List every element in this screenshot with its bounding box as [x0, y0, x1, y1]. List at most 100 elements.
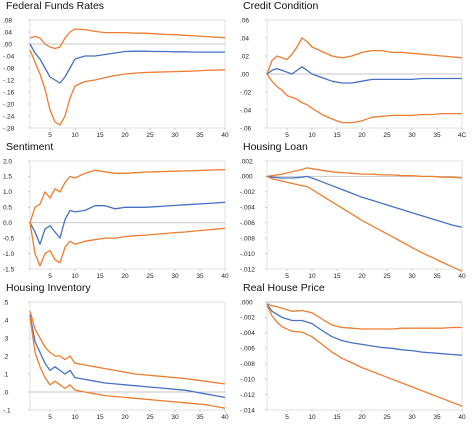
series-line-estimate — [29, 314, 226, 399]
chart-title: Housing Inventory — [6, 282, 91, 294]
chart-credit-condition: Credit Condition .06 .04 .02 .00 -.02 -.04 -.06… — [240, 0, 467, 139]
series-line-estimate — [29, 43, 225, 84]
y-tick-label: -.08 — [3, 65, 15, 72]
x-tick-label: 15 — [333, 132, 341, 139]
y-tick-label: .5 — [3, 299, 9, 306]
x-tick-label: 25 — [146, 273, 154, 280]
series-line-lower — [29, 222, 226, 267]
x-tick-label: 40 — [221, 414, 229, 421]
y-tick-label: .002 — [240, 158, 253, 165]
x-tick-label: 40 — [221, 132, 229, 139]
x-tick-label: 5 — [48, 273, 52, 280]
x-tick-label: 30 — [408, 273, 416, 280]
y-tick-label: -.24 — [3, 113, 15, 120]
series-line-lower — [29, 49, 226, 126]
y-tick-label: -.12 — [3, 77, 15, 84]
x-tick-label: 20 — [358, 414, 366, 421]
chart-federal-funds-rates: Federal Funds Rates .08 .04 .00 -.04 -.08 -.12… — [3, 0, 229, 139]
plot-frame — [266, 160, 463, 270]
y-tick-label: .08 — [3, 17, 12, 24]
chart-title: Real House Price — [243, 282, 325, 294]
y-tick-label: .04 — [240, 35, 249, 42]
x-tick-label: 40 — [458, 414, 466, 421]
series-line-lower — [266, 175, 463, 272]
y-tick-label: .00 — [3, 41, 12, 48]
x-tick-label: 15 — [333, 414, 341, 421]
x-tick-label: 15 — [96, 273, 104, 280]
x-tick-label: 5 — [48, 132, 52, 139]
y-tick-label: -.02 — [240, 89, 252, 96]
x-tick-label: 5 — [48, 414, 52, 421]
x-tick-label: 10 — [308, 414, 316, 421]
y-tick-label: -.004 — [240, 205, 255, 212]
series-line-lower — [266, 73, 462, 124]
y-tick-label: -.04 — [3, 53, 15, 60]
y-tick-label: -.04 — [240, 107, 252, 114]
series-line-lower — [266, 304, 463, 407]
y-tick-label: -.002 — [240, 315, 255, 322]
x-tick-label: 35 — [196, 273, 204, 280]
y-tick-label: 1.0 — [3, 189, 12, 196]
y-tick-label: .000 — [240, 299, 253, 306]
chart-title: Housing Loan — [243, 141, 308, 153]
x-tick-label: 25 — [146, 414, 154, 421]
x-tick-label: 15 — [333, 273, 341, 280]
x-tick-label: 20 — [358, 273, 366, 280]
y-tick-label: -.014 — [240, 407, 255, 414]
y-tick-label: -.008 — [240, 235, 255, 242]
x-tick-label: 25 — [383, 273, 391, 280]
x-tick-label: 25 — [383, 132, 391, 139]
x-tick-label: 20 — [121, 273, 129, 280]
chart-housing-inventory: Housing Inventory .5 .4 .3 .2 .1 .0 -.1 5 10 15 20 2… — [3, 282, 229, 421]
y-tick-label: -.010 — [240, 251, 255, 258]
series-line-upper — [266, 167, 463, 179]
y-tick-label: -1.0 — [3, 251, 15, 258]
series-line-estimate — [266, 175, 463, 228]
series-line-upper — [266, 302, 462, 330]
y-tick-label: -.06 — [240, 125, 252, 132]
plot-frame — [29, 19, 226, 129]
x-tick-label: 20 — [121, 132, 129, 139]
series-line-upper — [29, 168, 226, 223]
x-tick-label: 35 — [433, 273, 441, 280]
plot-frame — [266, 301, 463, 411]
chart-title: Credit Condition — [243, 0, 318, 12]
x-tick-label: 30 — [408, 132, 416, 139]
y-tick-label: .04 — [3, 29, 12, 36]
x-tick-label: 25 — [383, 414, 391, 421]
x-tick-label: 35 — [196, 132, 204, 139]
y-tick-label: 0.5 — [3, 205, 12, 212]
chart-housing-loan: Housing Loan .002 .000 -.002 -.004 -.006 -.008… — [240, 141, 466, 280]
series-line-upper — [29, 310, 226, 385]
series-line-estimate — [29, 201, 226, 245]
x-tick-label: 40 — [458, 273, 466, 280]
y-tick-label: -.28 — [3, 125, 15, 132]
series-line-upper — [266, 37, 463, 75]
y-tick-label: -.20 — [3, 101, 15, 108]
y-tick-label: .3 — [3, 335, 9, 342]
y-tick-label: .02 — [240, 53, 249, 60]
x-tick-label: 35 — [433, 132, 441, 139]
x-tick-label: 10 — [71, 273, 79, 280]
series-line-estimate — [266, 66, 462, 84]
chart-real-house-price: Real House Price .000 -.002 -.004 -.006 -.008… — [240, 282, 466, 421]
chart-title: Sentiment — [6, 141, 53, 153]
series-line-estimate — [266, 303, 463, 356]
x-tick-label: 10 — [71, 132, 79, 139]
y-tick-label: -.012 — [240, 392, 255, 399]
y-tick-label: -.16 — [3, 89, 15, 96]
x-tick-label: 20 — [358, 132, 366, 139]
y-tick-label: .1 — [3, 371, 9, 378]
y-tick-label: .06 — [240, 17, 249, 24]
x-tick-label: 20 — [121, 414, 129, 421]
x-tick-label: 25 — [146, 132, 154, 139]
x-tick-label: 10 — [308, 273, 316, 280]
y-tick-label: .000 — [240, 174, 253, 181]
y-tick-label: .0 — [3, 389, 9, 396]
y-tick-label: -.010 — [240, 376, 255, 383]
x-tick-label: 30 — [408, 414, 416, 421]
x-tick-label: 4C — [458, 132, 467, 139]
plot-frame — [29, 160, 226, 270]
x-tick-label: 35 — [196, 414, 204, 421]
y-tick-label: 1.5 — [3, 174, 12, 181]
